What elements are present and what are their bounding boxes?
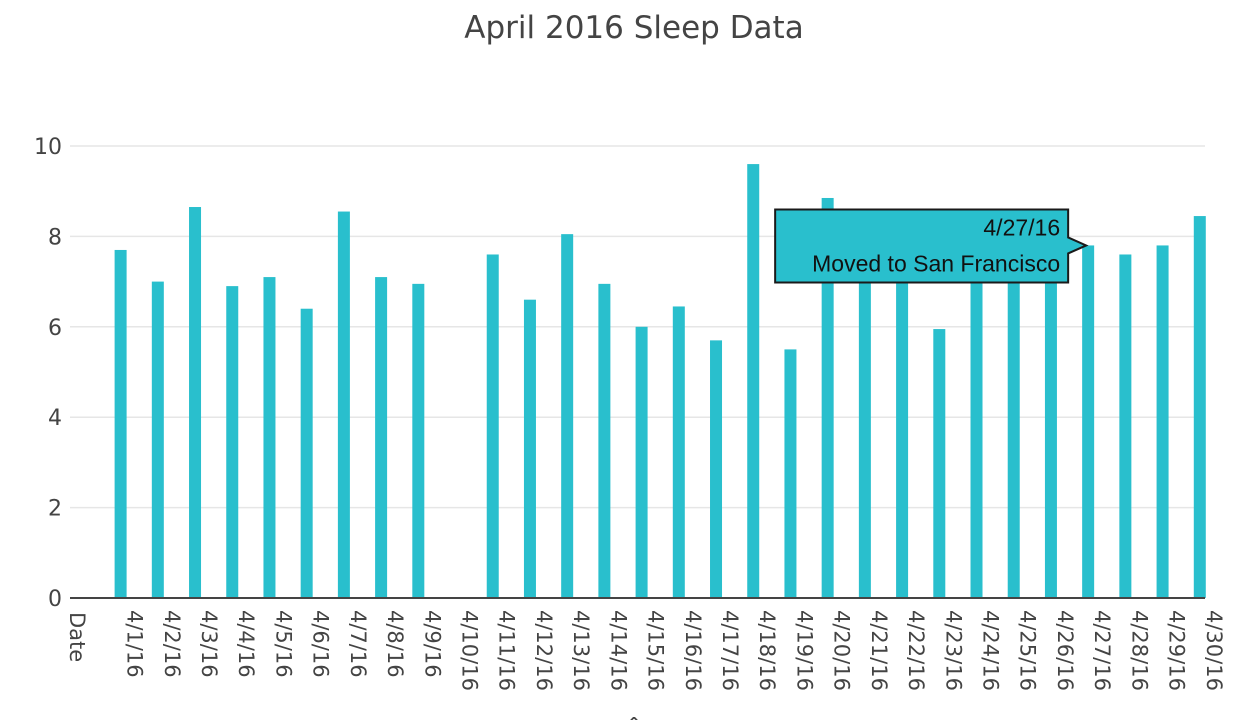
bar-4-29-16[interactable] bbox=[1156, 245, 1169, 598]
y-tick-label: 10 bbox=[34, 135, 62, 160]
bar-4-20-16[interactable] bbox=[821, 197, 834, 599]
bar-4-8-16[interactable] bbox=[375, 277, 388, 598]
x-tick-label: 4/16/16 bbox=[681, 610, 705, 691]
x-tick-label: 4/2/16 bbox=[160, 610, 184, 678]
bar-4-28-16[interactable] bbox=[1119, 254, 1132, 599]
x-tick-label: 4/7/16 bbox=[346, 610, 370, 678]
tooltip-box bbox=[774, 208, 1089, 284]
x-tick-label: 4/26/16 bbox=[1053, 610, 1077, 691]
x-tick-label: 4/4/16 bbox=[234, 610, 258, 678]
bar-4-12-16[interactable] bbox=[523, 299, 536, 598]
bar-4-23-16[interactable] bbox=[933, 329, 946, 598]
bar-4-21-16[interactable] bbox=[858, 281, 871, 598]
x-tick-label: 4/6/16 bbox=[309, 610, 333, 678]
y-tick-label: 4 bbox=[48, 406, 62, 431]
bar-4-1-16[interactable] bbox=[114, 249, 127, 598]
x-axis-ticks: 4/1/16 4/2/16 4/3/16 4/4/16 4/5/16 4/6/16 4/7/… bbox=[123, 610, 1226, 691]
y-tick-label: 8 bbox=[48, 225, 62, 250]
mouse-cursor-icon: ^ bbox=[626, 713, 643, 720]
bar-4-13-16[interactable] bbox=[561, 234, 574, 598]
x-tick-label: 4/30/16 bbox=[1202, 610, 1226, 691]
bar-4-14-16[interactable] bbox=[598, 283, 611, 598]
x-tick-label: 4/11/16 bbox=[495, 610, 519, 691]
x-tick-label: 4/3/16 bbox=[197, 610, 221, 678]
bar-4-25-16[interactable] bbox=[1007, 281, 1020, 598]
bar-4-2-16[interactable] bbox=[151, 281, 164, 598]
bar-4-7-16[interactable] bbox=[337, 211, 350, 599]
bar-4-24-16[interactable] bbox=[970, 277, 983, 598]
x-tick-label: 4/9/16 bbox=[420, 610, 444, 678]
x-tick-label: 4/8/16 bbox=[383, 610, 407, 678]
x-tick-label: 4/22/16 bbox=[904, 610, 928, 691]
x-tick-label: 4/21/16 bbox=[867, 610, 891, 691]
y-tick-label: 2 bbox=[48, 497, 62, 522]
x-tick-label: 4/17/16 bbox=[718, 610, 742, 691]
y-tick-label: 0 bbox=[48, 587, 62, 612]
bar-4-5-16[interactable] bbox=[263, 277, 276, 598]
x-tick-label: 4/23/16 bbox=[941, 610, 965, 691]
x-tick-label: 4/28/16 bbox=[1127, 610, 1151, 691]
bar-4-17-16[interactable] bbox=[710, 340, 723, 598]
x-tick-label: 4/13/16 bbox=[569, 610, 593, 691]
y-tick-label: 6 bbox=[48, 316, 62, 341]
x-tick-label: 4/1/16 bbox=[123, 610, 147, 678]
x-tick-label: 4/19/16 bbox=[792, 610, 816, 691]
chart-title: April 2016 Sleep Data bbox=[464, 10, 803, 46]
x-tick-label: 4/29/16 bbox=[1165, 610, 1189, 691]
bar-4-3-16[interactable] bbox=[189, 207, 202, 598]
x-tick-label: 4/27/16 bbox=[1090, 610, 1114, 691]
y-axis-ticks: 0 2 4 6 8 10 bbox=[34, 135, 62, 612]
x-tick-label: 4/24/16 bbox=[979, 610, 1003, 691]
bar-4-19-16[interactable] bbox=[784, 349, 797, 598]
bar-4-16-16[interactable] bbox=[672, 306, 685, 598]
x-tick-label: 4/18/16 bbox=[755, 610, 779, 691]
bar-4-6-16[interactable] bbox=[300, 308, 313, 598]
bar-4-27-16[interactable] bbox=[1082, 245, 1095, 598]
tooltip-date: 4/27/16 bbox=[983, 214, 1060, 240]
x-tick-label: 4/15/16 bbox=[644, 610, 668, 691]
x-tick-label: 4/10/16 bbox=[458, 610, 482, 691]
bar-4-22-16[interactable] bbox=[896, 281, 909, 598]
bars[interactable] bbox=[114, 164, 1206, 599]
bar-4-15-16[interactable] bbox=[635, 326, 648, 598]
bar-4-30-16[interactable] bbox=[1193, 216, 1206, 598]
x-tick-label: 4/12/16 bbox=[532, 610, 556, 691]
bar-4-11-16[interactable] bbox=[486, 254, 499, 599]
x-axis-title: Date bbox=[65, 612, 89, 662]
tooltip-text: Moved to San Francisco bbox=[812, 250, 1060, 276]
hover-tooltip: 4/27/16 Moved to San Francisco bbox=[774, 208, 1089, 284]
bar-4-9-16[interactable] bbox=[412, 283, 425, 598]
bar-4-4-16[interactable] bbox=[226, 286, 239, 598]
x-tick-label: 4/14/16 bbox=[606, 610, 630, 691]
bar-4-26-16[interactable] bbox=[1044, 281, 1057, 598]
x-tick-label: 4/20/16 bbox=[830, 610, 854, 691]
x-tick-label: 4/25/16 bbox=[1016, 610, 1040, 691]
x-tick-label: 4/5/16 bbox=[271, 610, 295, 678]
bar-4-18-16[interactable] bbox=[747, 164, 760, 598]
